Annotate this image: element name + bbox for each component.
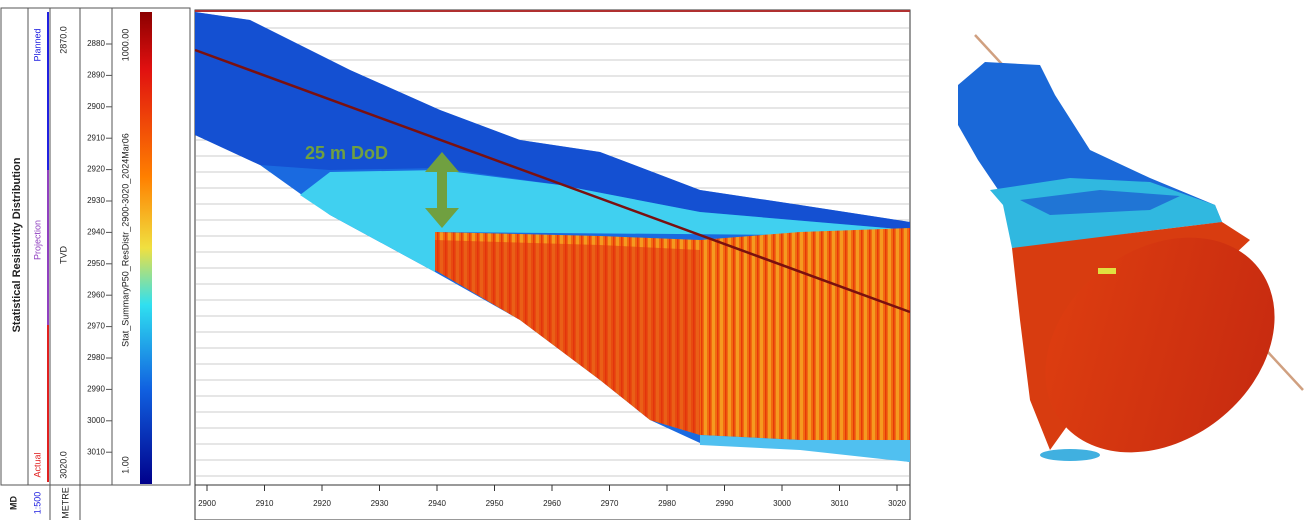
x-tick-label: 2960 [543, 499, 561, 508]
x-tick-label: 2930 [371, 499, 389, 508]
legend-planned: Planned [32, 28, 42, 61]
depth-tick-label: 2920 [87, 165, 105, 174]
depth-tick-label: 2890 [87, 71, 105, 80]
cone-3d-view [958, 35, 1307, 497]
legend-actual: Actual [32, 452, 42, 477]
x-tick-label: 2920 [313, 499, 331, 508]
depth-tick-label: 2880 [87, 39, 105, 48]
legend-projection: Projection [32, 220, 42, 260]
footer-scale: 1:500 [32, 492, 42, 515]
depth-tick-label: 2960 [87, 290, 105, 299]
x-tick-label: 2940 [428, 499, 446, 508]
footer-md: MD [8, 496, 18, 510]
track-title: Statistical Resistivity Distribution [11, 157, 23, 332]
depth-tick-label: 2930 [87, 196, 105, 205]
x-tick-label: 2900 [198, 499, 216, 508]
depth-tick-label: 3000 [87, 416, 105, 425]
depth-tick-label: 2940 [87, 228, 105, 237]
footer-unit: METRE [60, 487, 70, 519]
scale-max: 1000.00 [120, 29, 130, 62]
depth-tick-label: 2990 [87, 385, 105, 394]
depth-tick-label: 2970 [87, 322, 105, 331]
depth-tick-label: 2900 [87, 102, 105, 111]
depth-tick-label: 3010 [87, 447, 105, 456]
md-end: 3020.0 [58, 451, 68, 479]
depth-tick-label: 2950 [87, 259, 105, 268]
x-tick-label: 2950 [486, 499, 504, 508]
x-tick-label: 2990 [716, 499, 734, 508]
depth-ticks: 2880 2890 2900 2910 2920 2930 2940 2950 2960 2970… [87, 39, 112, 456]
depth-tick-label: 2980 [87, 353, 105, 362]
curve-label: Stat_SummaryP50_ResDistr_2900-3020_2024M… [120, 133, 130, 347]
tvd-label: TVD [58, 245, 68, 264]
screenshot: Statistical Resistivity Distribution Pla… [0, 0, 1307, 520]
x-tick-label: 2910 [256, 499, 274, 508]
md-start: 2870.0 [58, 26, 68, 54]
x-tick-label: 2980 [658, 499, 676, 508]
depth-tick-label: 2910 [87, 133, 105, 142]
x-tick-label: 2970 [601, 499, 619, 508]
dod-annotation: 25 m DoD [305, 143, 388, 163]
scale-min: 1.00 [120, 456, 130, 474]
x-tick-label: 3000 [773, 499, 791, 508]
x-tick-label: 3010 [831, 499, 849, 508]
color-scale-bar [140, 12, 152, 484]
x-tick-label: 3020 [888, 499, 906, 508]
